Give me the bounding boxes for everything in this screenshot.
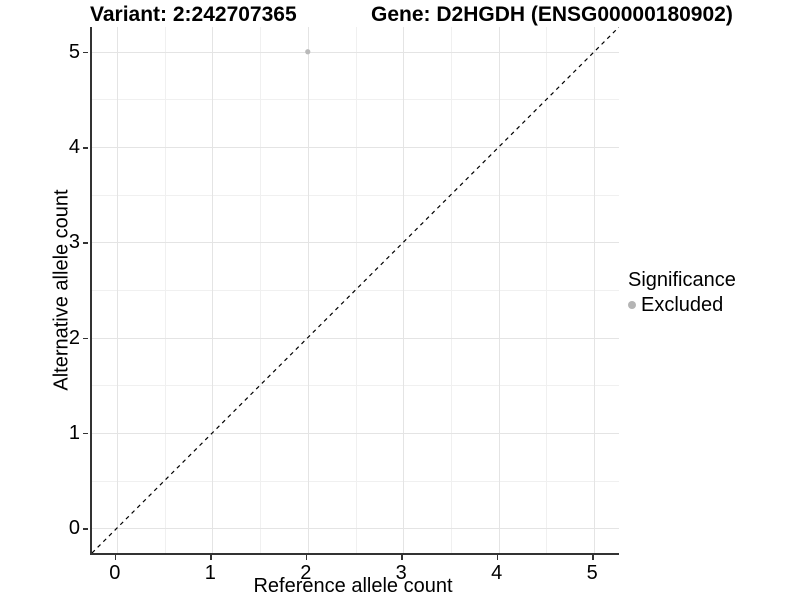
y-tick-mark [83,528,88,530]
legend-item-label: Excluded [641,294,724,316]
major-gridline-y [92,432,619,434]
y-tick-label: 1 [68,421,80,444]
plot-panel [90,27,619,555]
x-tick-mark [210,555,212,560]
minor-gridline-y [92,194,619,196]
x-tick-mark [114,555,117,560]
identity-line [92,27,619,553]
x-tick-label: 2 [300,562,312,584]
major-gridline-x [594,27,596,553]
y-tick-label: 3 [68,231,80,254]
y-tick-label: 4 [68,136,80,159]
major-gridline-x [212,27,214,553]
major-gridline-x [498,27,500,553]
variant-title: Variant: 2:242707365 [90,3,297,26]
y-tick-mark [83,337,88,340]
x-axis-title: Reference allele count [253,575,453,597]
y-tick-mark [83,147,88,149]
legend: Significance Excluded [628,268,736,316]
panel-canvas [92,27,619,553]
y-tick-mark [83,242,88,244]
gene-title: Gene: D2HGDH (ENSG00000180902) [371,3,733,26]
minor-gridline-y [92,480,619,482]
major-gridline-y [92,147,619,149]
legend-item-excluded: Excluded [628,294,736,316]
x-tick-label: 1 [204,562,216,584]
y-tick-label: 5 [68,40,80,63]
legend-title: Significance [628,269,736,291]
major-gridline-y [92,528,619,530]
x-tick-mark [496,555,499,560]
x-tick-label: 3 [395,562,407,584]
x-tick-mark [401,555,403,560]
x-tick-label: 5 [586,562,598,584]
y-tick-mark [83,51,88,54]
y-tick-mark [83,432,88,435]
minor-gridline-y [92,385,619,387]
major-gridline-y [92,51,619,53]
y-axis-title: Alternative allele count [50,189,73,391]
data-point [305,49,311,55]
excluded-point-icon [628,301,636,309]
y-tick-label: 0 [68,517,80,540]
major-gridline-x [307,27,309,553]
major-gridline-y [92,337,619,339]
x-tick-mark [305,555,308,560]
x-tick-label: 4 [491,562,503,584]
x-tick-label: 0 [109,562,121,584]
major-gridline-x [403,27,405,553]
major-gridline-y [92,242,619,244]
minor-gridline-y [92,99,619,101]
major-gridline-x [116,27,118,553]
y-tick-label: 2 [68,326,80,349]
x-tick-mark [592,555,594,560]
